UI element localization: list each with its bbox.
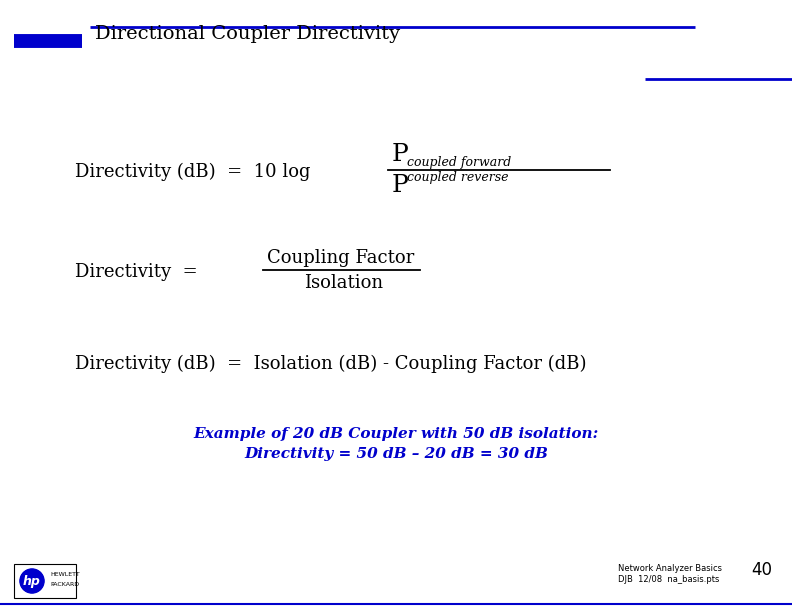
Text: Directional Coupler Directivity: Directional Coupler Directivity <box>95 25 400 43</box>
Text: coupled reverse: coupled reverse <box>407 171 508 184</box>
Text: Directivity (dB)  =  Isolation (dB) - Coupling Factor (dB): Directivity (dB) = Isolation (dB) - Coup… <box>75 355 587 373</box>
Text: hp: hp <box>23 575 41 588</box>
Text: P: P <box>392 143 409 166</box>
Text: Directivity = 50 dB – 20 dB = 30 dB: Directivity = 50 dB – 20 dB = 30 dB <box>244 447 548 461</box>
Text: P: P <box>392 174 409 197</box>
Text: Directivity (dB)  =  10 log: Directivity (dB) = 10 log <box>75 163 310 181</box>
Text: Example of 20 dB Coupler with 50 dB isolation:: Example of 20 dB Coupler with 50 dB isol… <box>193 427 599 441</box>
Circle shape <box>20 569 44 593</box>
Text: Coupling Factor: Coupling Factor <box>267 249 414 267</box>
Text: Directivity  =: Directivity = <box>75 263 198 281</box>
Text: HEWLETT: HEWLETT <box>50 572 80 578</box>
Text: Network Analyzer Basics
DJB  12/08  na_basis.pts: Network Analyzer Basics DJB 12/08 na_bas… <box>618 564 722 584</box>
Text: 40: 40 <box>752 561 772 579</box>
Text: Isolation: Isolation <box>304 274 383 292</box>
Bar <box>14 564 76 598</box>
Text: PACKARD: PACKARD <box>50 581 79 586</box>
Text: coupled forward: coupled forward <box>407 156 512 169</box>
